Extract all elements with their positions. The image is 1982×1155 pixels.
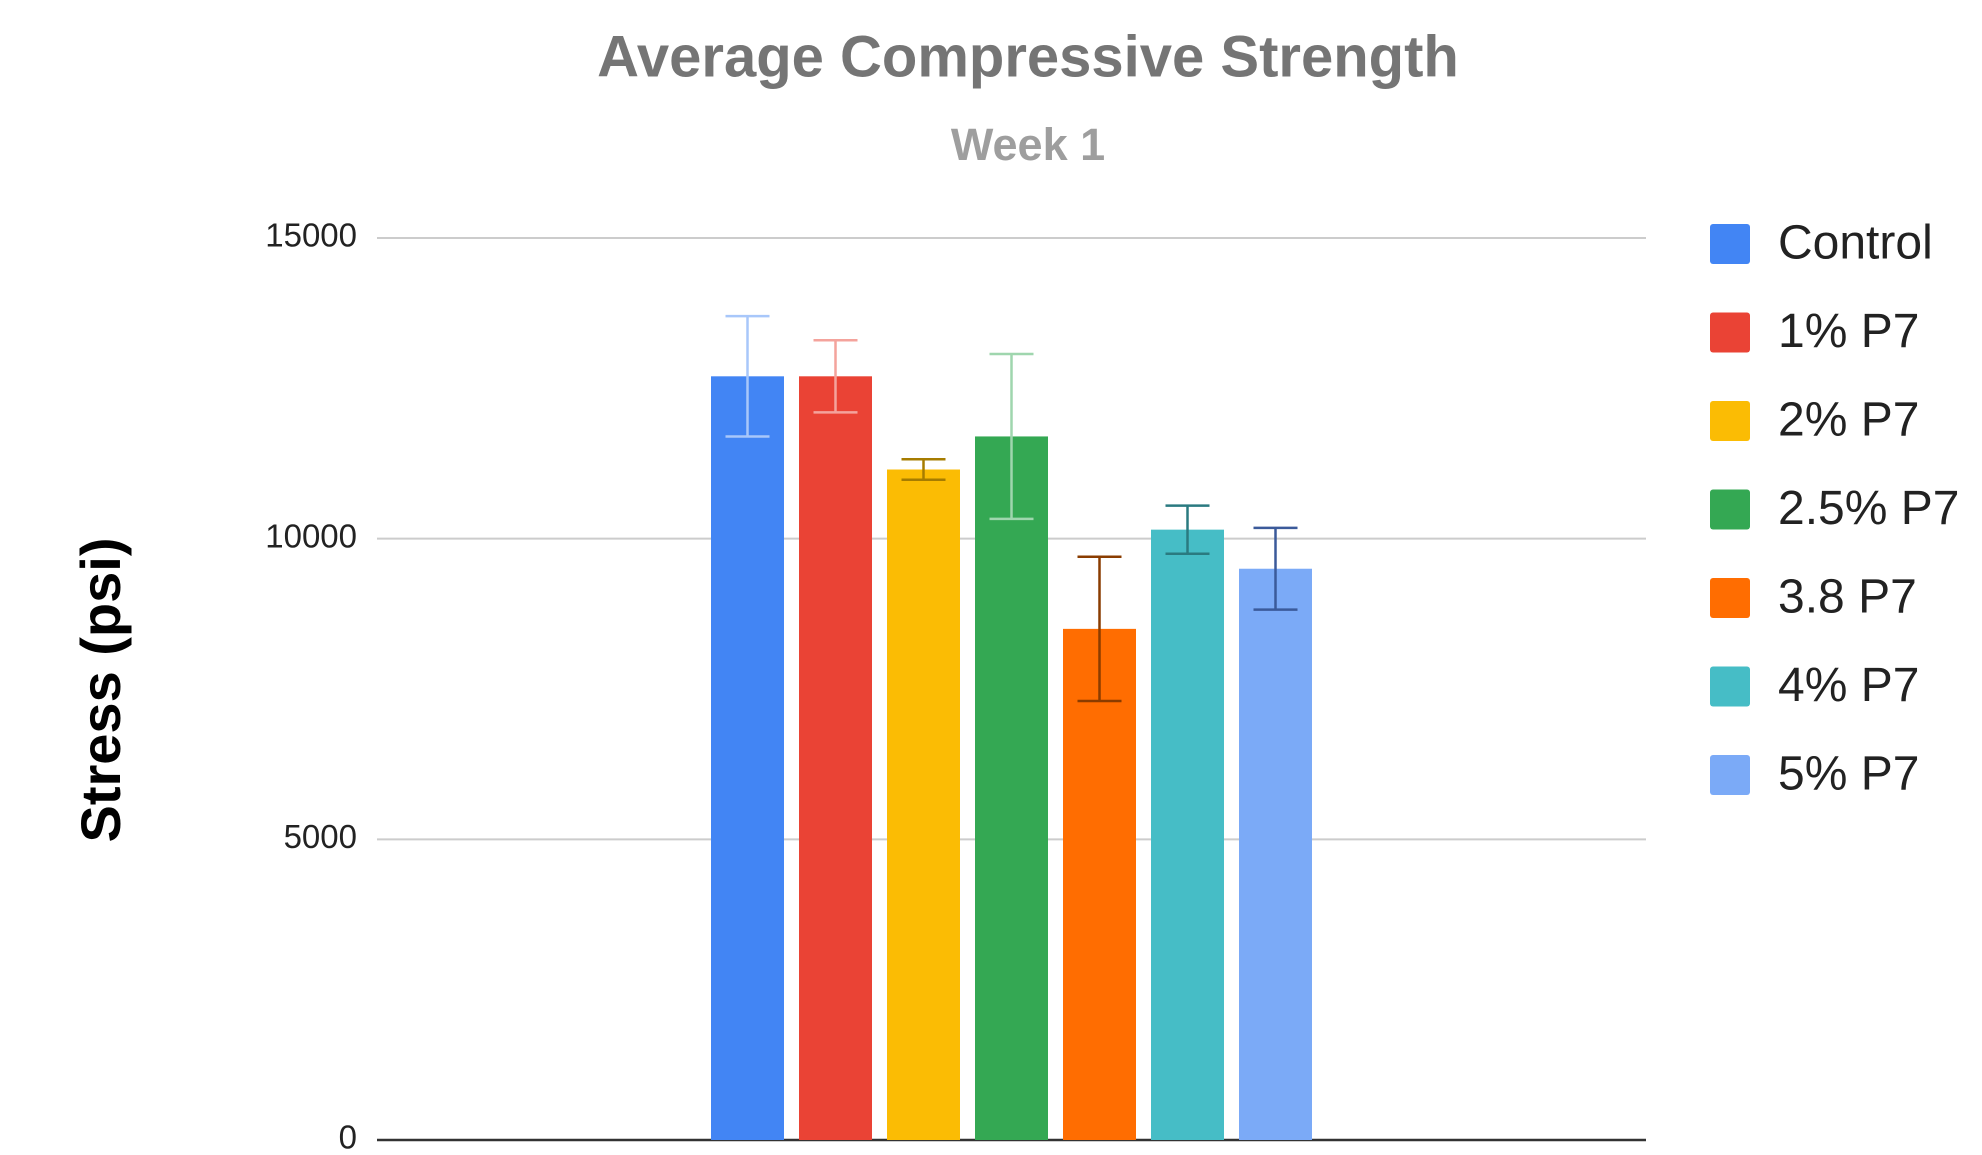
legend-swatch [1710,578,1750,618]
y-axis-label: Stress (psi) [69,538,132,843]
bar [1151,529,1224,1140]
bar [711,376,784,1141]
legend-label: 1% P7 [1778,305,1919,358]
y-tick-label: 15000 [265,217,357,254]
bar [1239,568,1312,1140]
legend-swatch [1710,401,1750,441]
chart-subtitle: Week 1 [951,119,1105,170]
chart-title: Average Compressive Strength [597,24,1459,89]
bar [887,469,960,1141]
legend-label: 5% P7 [1778,748,1919,801]
legend-swatch [1710,489,1750,530]
bar [799,376,872,1141]
legend-swatch [1710,312,1750,353]
legend-label: 4% P7 [1778,659,1919,712]
y-tick-label: 5000 [284,818,357,855]
y-tick-label: 0 [339,1119,357,1155]
legend-swatch [1710,755,1750,795]
bar [1063,628,1136,1140]
legend-swatch [1710,666,1750,707]
legend-label: 2.5% P7 [1778,482,1959,535]
y-tick-label: 10000 [265,517,357,554]
legend-label: Control [1778,217,1933,270]
legend-swatch [1710,224,1750,264]
legend-label: 2% P7 [1778,394,1919,447]
legend-label: 3.8 P7 [1778,571,1917,624]
bar [975,436,1048,1140]
